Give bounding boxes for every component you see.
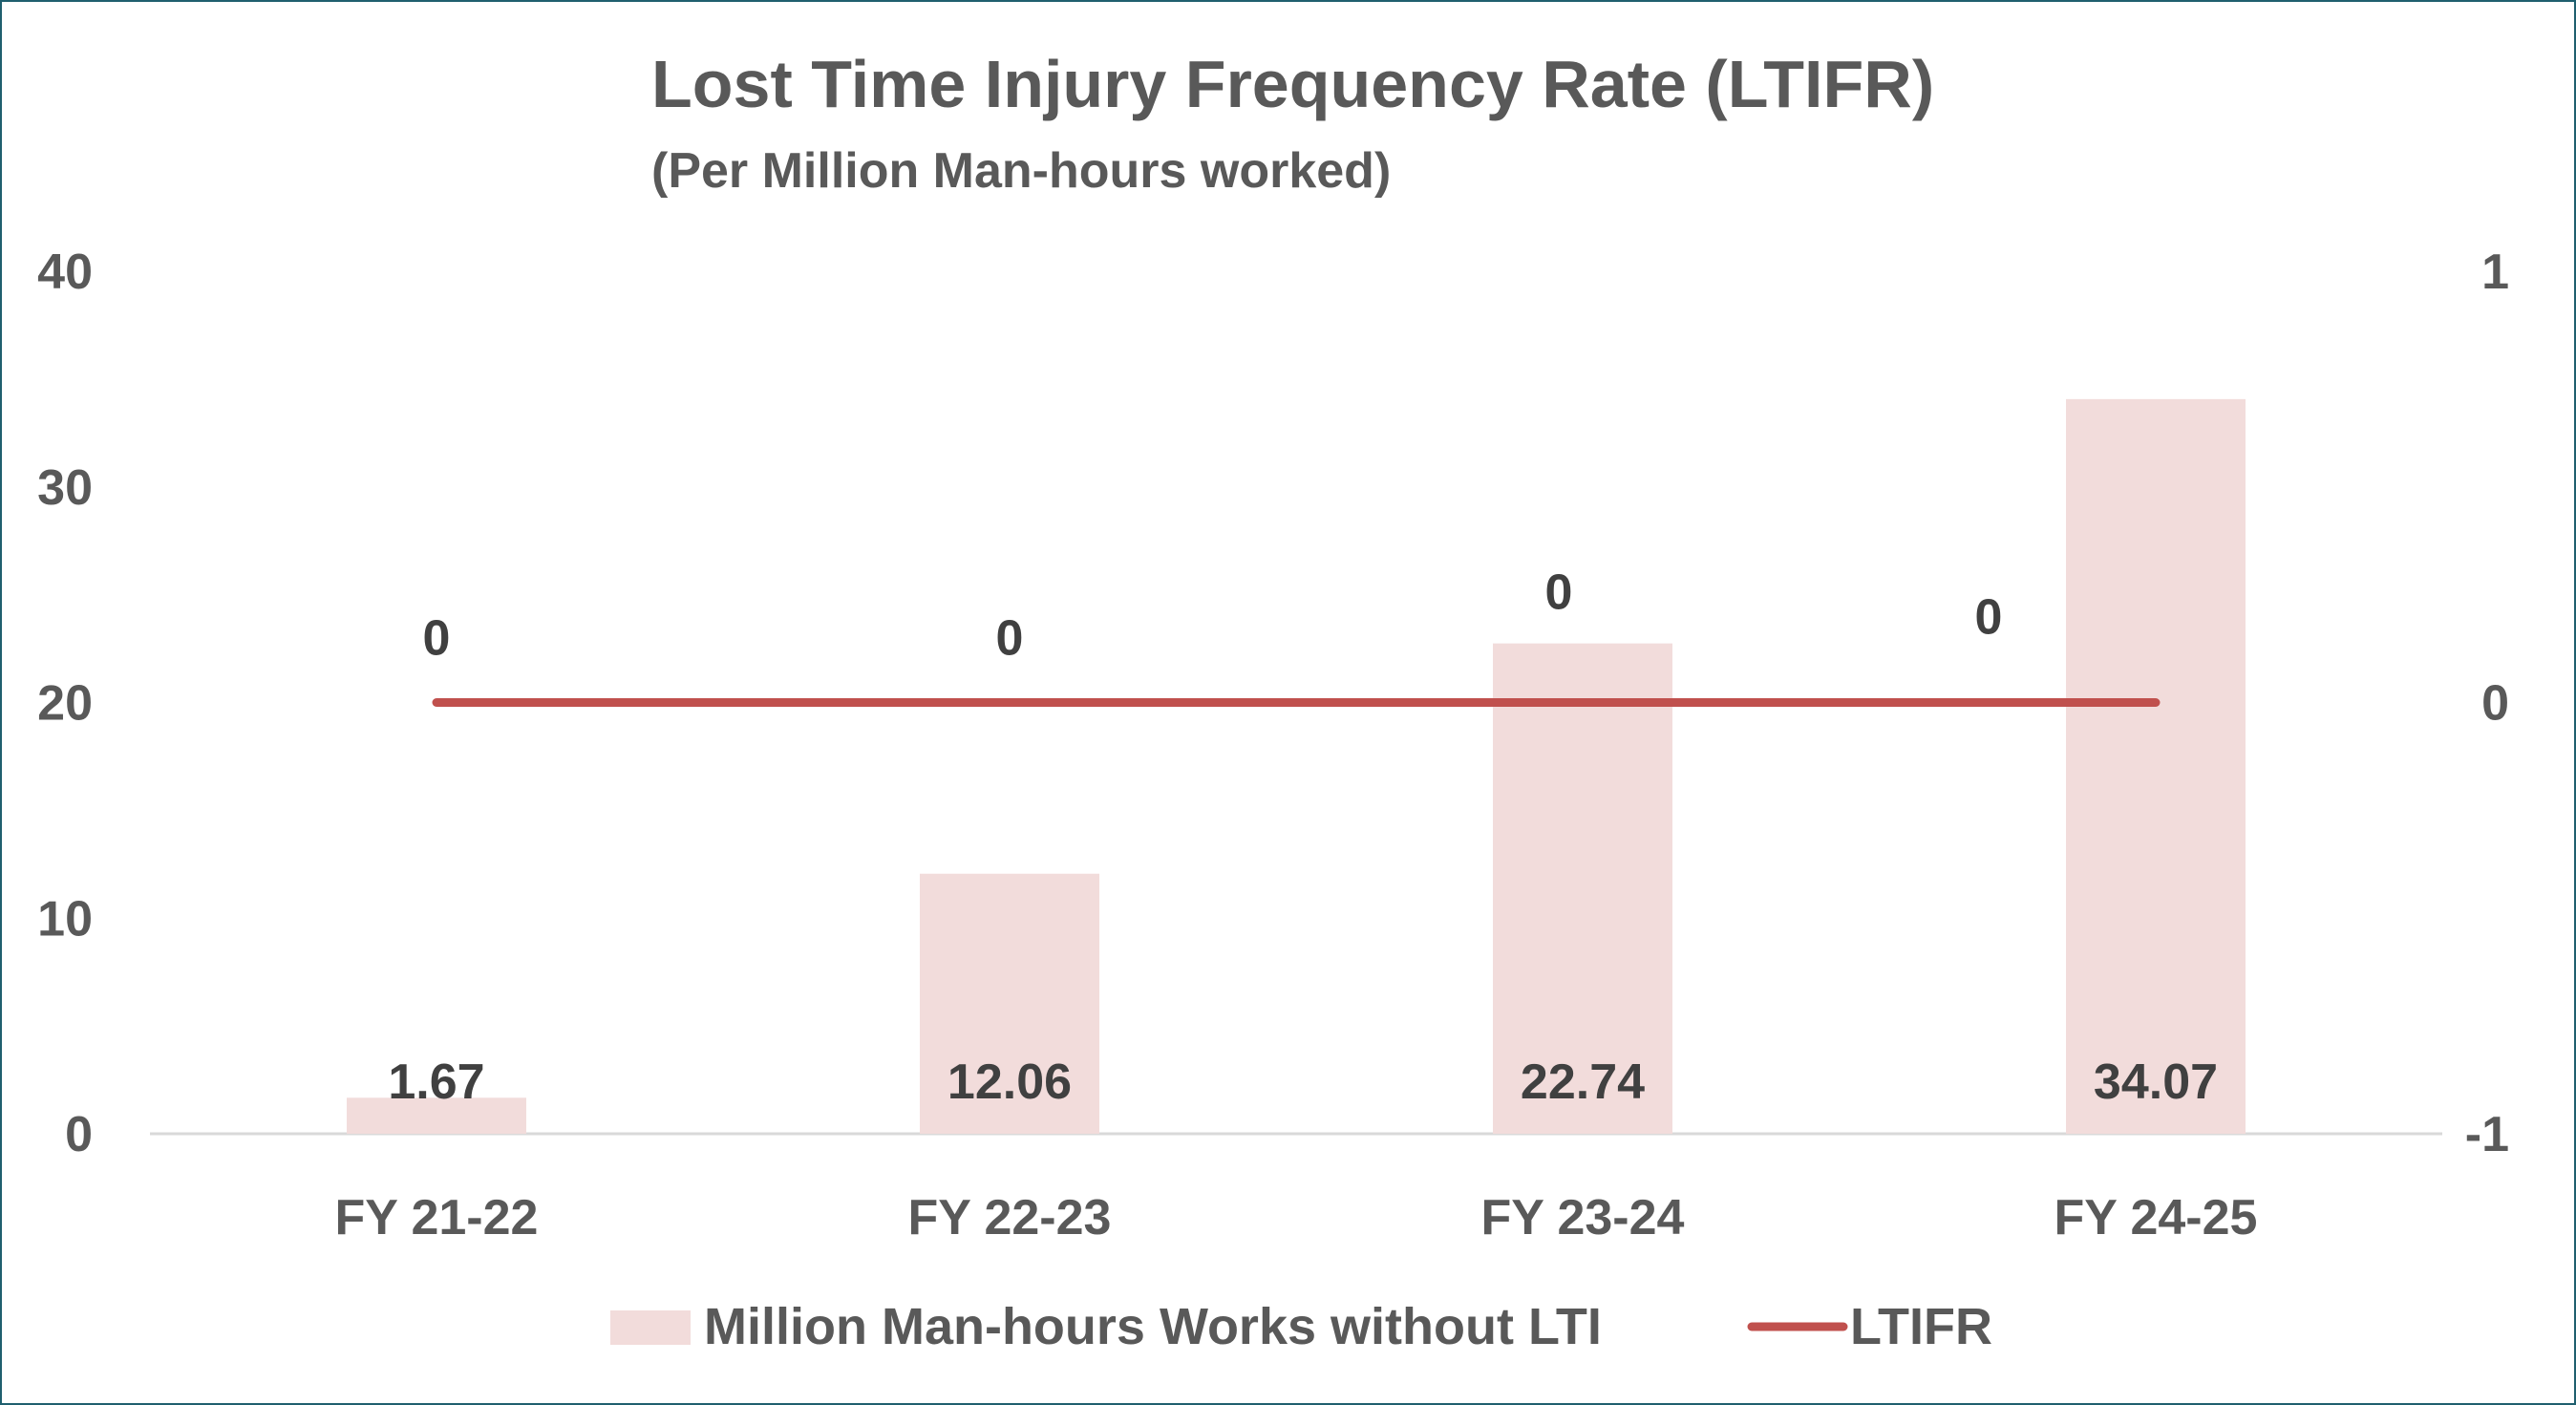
bar-data-label: 1.67: [388, 1054, 484, 1110]
bar: [1493, 643, 1672, 1134]
x-axis-tick-labels: FY 21-22 FY 22-23 FY 23-24 FY 24-25: [335, 1190, 2258, 1245]
left-y-tick-label: 20: [37, 676, 93, 732]
bar: [920, 873, 1099, 1134]
bar-series: [347, 398, 2246, 1134]
chart-subtitle: (Per Million Man-hours worked): [651, 143, 1391, 199]
ltifr-data-label: 0: [1975, 590, 2003, 646]
right-y-axis: -1 0 1: [2465, 245, 2509, 1162]
right-y-tick-label: -1: [2465, 1107, 2509, 1162]
chart-title: Lost Time Injury Frequency Rate (LTIFR): [651, 47, 1934, 121]
ltifr-data-label: 0: [423, 611, 451, 667]
legend-line-label: LTIFR: [1850, 1298, 1992, 1355]
legend: Million Man-hours Works without LTI LTIF…: [610, 1298, 1992, 1355]
bar: [2066, 398, 2246, 1134]
left-y-tick-label: 30: [37, 460, 93, 516]
legend-bar-label: Million Man-hours Works without LTI: [704, 1298, 1602, 1355]
left-y-tick-label: 0: [65, 1107, 93, 1162]
bar-data-label: 34.07: [2094, 1054, 2218, 1110]
bar-data-label: 12.06: [947, 1054, 1072, 1110]
ltifr-data-label: 0: [1545, 565, 1573, 621]
left-y-tick-label: 10: [37, 891, 93, 947]
ltifr-data-labels: 0 0 0 0: [423, 565, 2003, 667]
bar-data-label: 22.74: [1521, 1054, 1645, 1110]
left-y-axis: 0 10 20 30 40: [37, 245, 93, 1162]
left-y-tick-label: 40: [37, 245, 93, 300]
ltifr-data-label: 0: [996, 611, 1024, 667]
bar: [347, 1097, 526, 1134]
bar-data-labels: 1.67 12.06 22.74 34.07: [388, 1054, 2218, 1110]
x-tick-label: FY 22-23: [908, 1190, 1112, 1245]
x-tick-label: FY 24-25: [2054, 1190, 2258, 1245]
right-y-tick-label: 1: [2481, 245, 2509, 300]
x-tick-label: FY 21-22: [335, 1190, 539, 1245]
right-y-tick-label: 0: [2481, 676, 2509, 732]
x-tick-label: FY 23-24: [1481, 1190, 1685, 1245]
legend-bar-swatch: [610, 1310, 691, 1345]
